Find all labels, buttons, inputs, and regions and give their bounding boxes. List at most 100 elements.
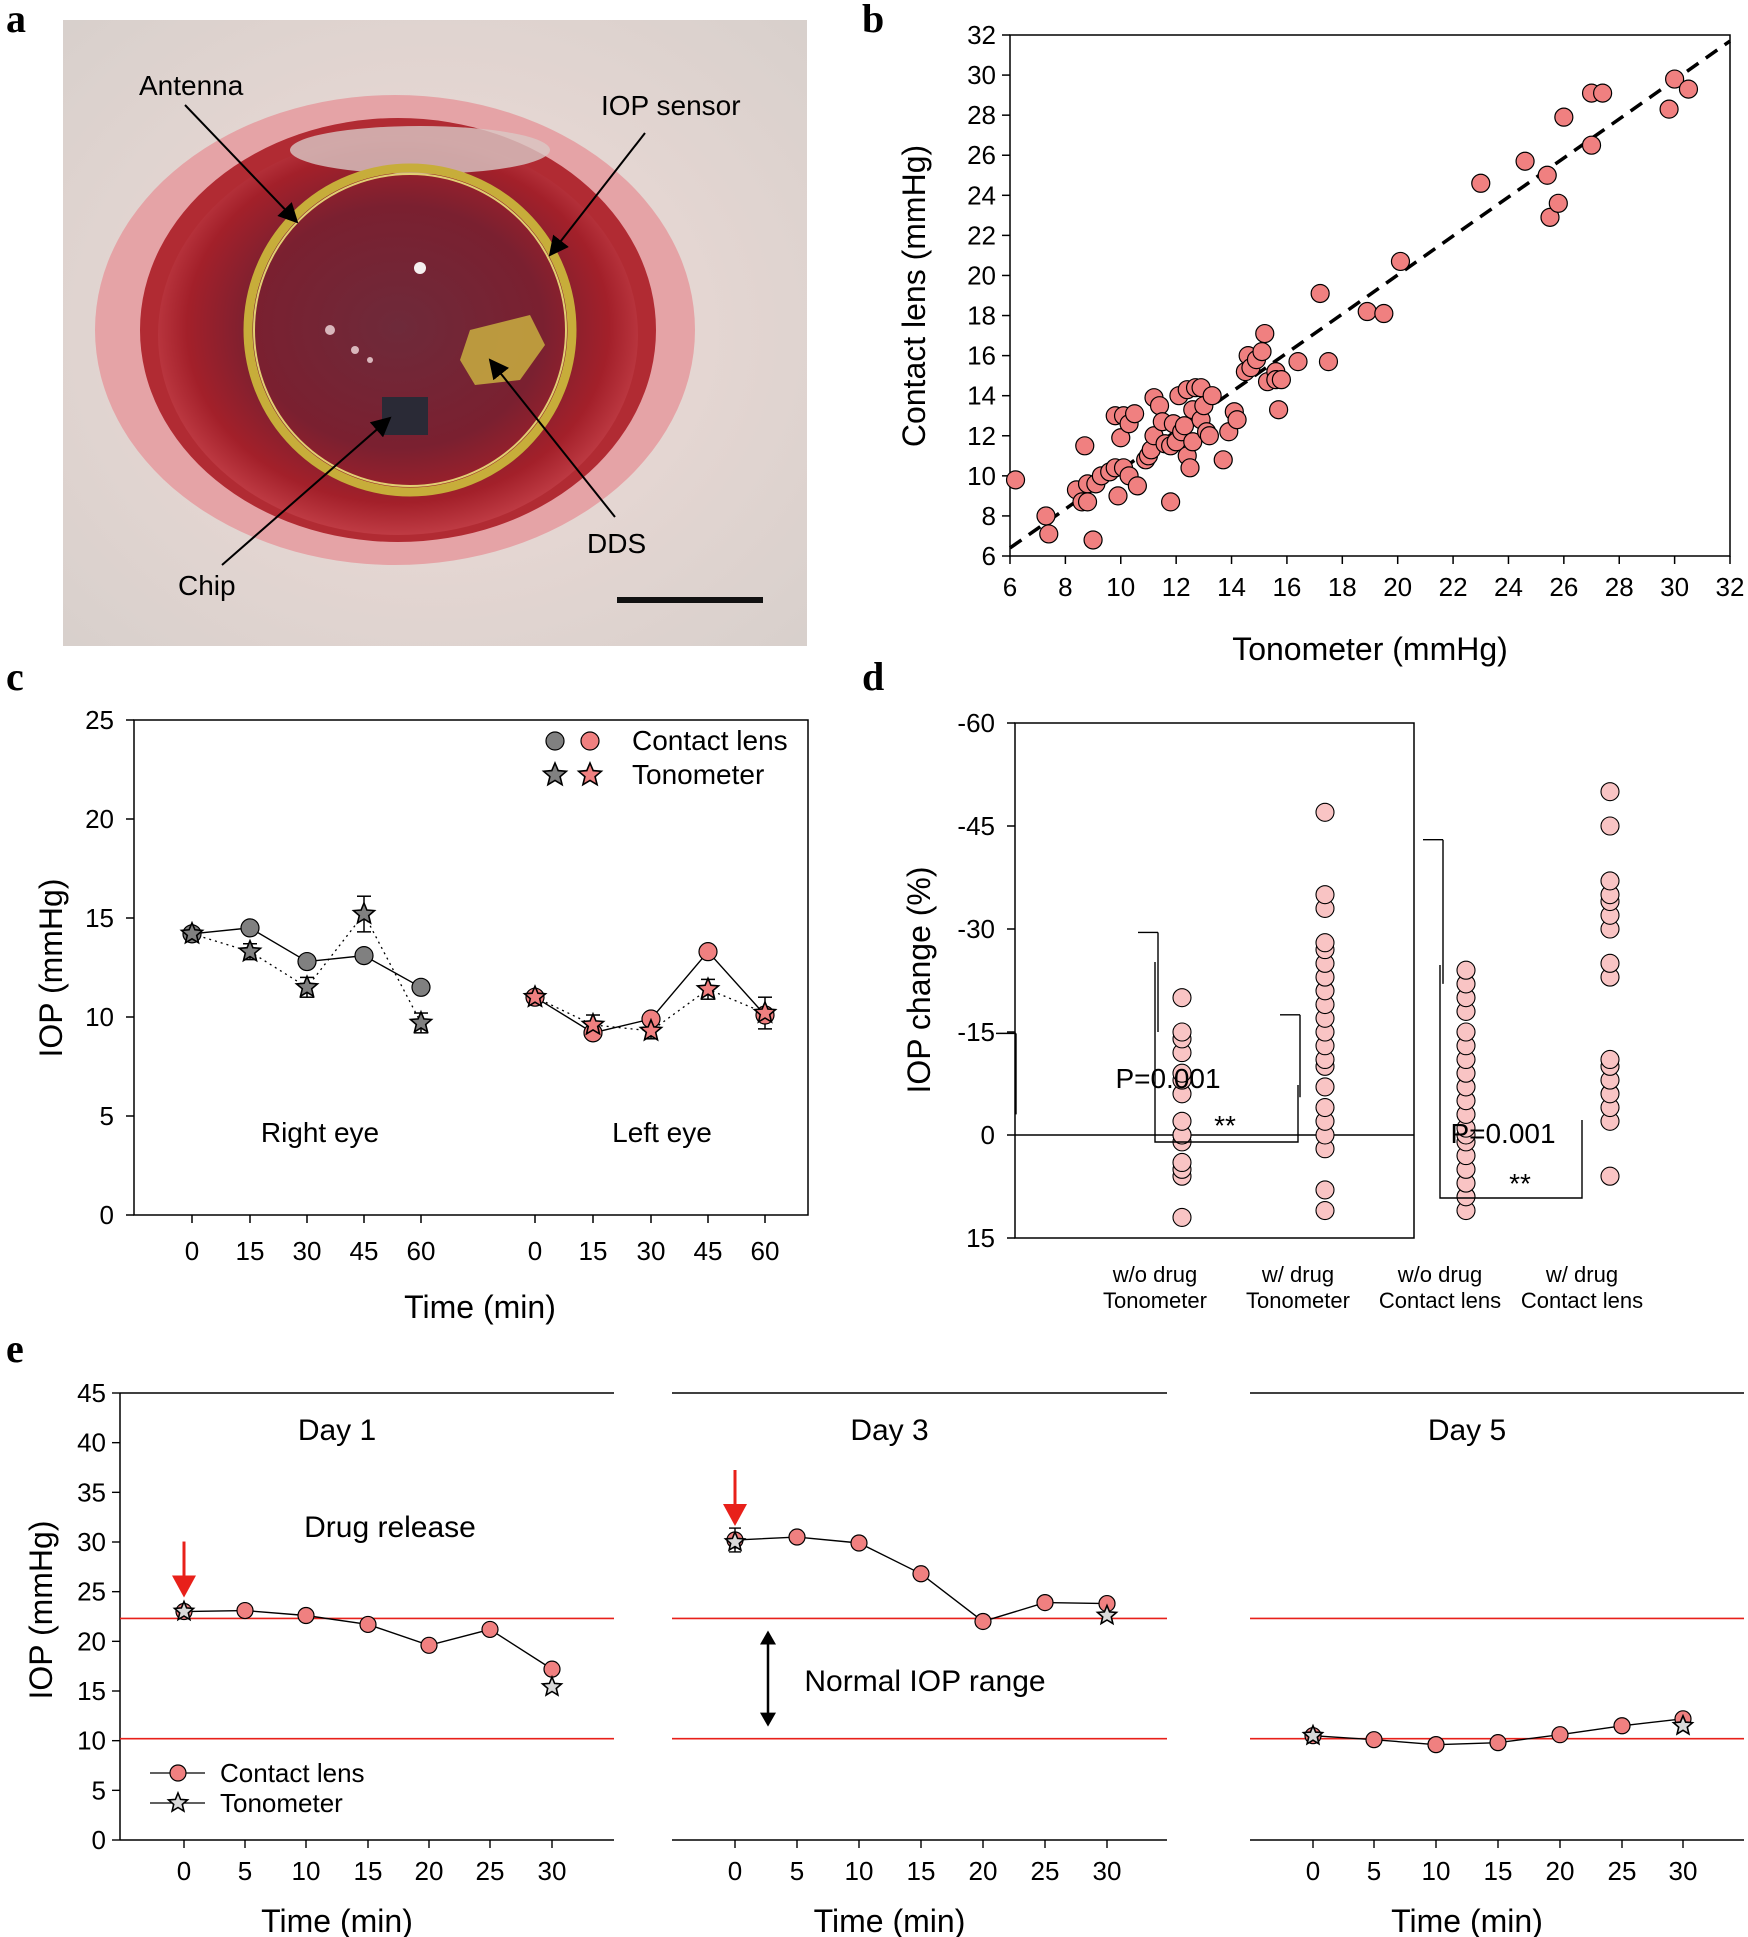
category-label-line1: w/o drug bbox=[1112, 1262, 1197, 1287]
x-tick-label-b: 16 bbox=[1272, 572, 1301, 602]
y-tick-label-b: 8 bbox=[982, 501, 996, 531]
x-tick-label-e: 30 bbox=[538, 1856, 567, 1886]
x-tick-label-e: 5 bbox=[790, 1856, 804, 1886]
y-tick-label-e: 35 bbox=[77, 1477, 106, 1507]
bracket-2 bbox=[1439, 965, 1583, 1199]
scatter-point bbox=[1149, 396, 1170, 416]
x-tick-label-c: 45 bbox=[694, 1236, 723, 1266]
contact-lens-point-e bbox=[481, 1620, 499, 1639]
legend-c: Contact lens Tonometer bbox=[541, 725, 788, 790]
y-axis-title-c: IOP (mmHg) bbox=[33, 879, 69, 1058]
scatter-point bbox=[1318, 352, 1339, 372]
legend-marker-gray-circle bbox=[545, 731, 565, 751]
axis-ticks-c: 0 5 10 15 20 25 0 15 30 45 60 0 15 30 45 60 bbox=[85, 705, 779, 1266]
y-tick-label-e: 10 bbox=[77, 1726, 106, 1756]
plot-frame-b bbox=[1009, 34, 1731, 557]
panel-label-e: e bbox=[6, 1326, 24, 1371]
scatter-point bbox=[1108, 486, 1128, 506]
data-point bbox=[1315, 1200, 1335, 1221]
scatter-point bbox=[1659, 99, 1679, 119]
x-tick-label-e: 10 bbox=[1422, 1856, 1451, 1886]
p-value-2: P=0.001 bbox=[1450, 1118, 1555, 1149]
tonometer-point bbox=[237, 938, 263, 963]
legend-star-pink bbox=[576, 760, 604, 787]
y-tick-label-d: -30 bbox=[957, 914, 995, 944]
legend-contact-lens-c: Contact lens bbox=[632, 725, 788, 756]
panel-label-b: b bbox=[862, 0, 884, 41]
x-tick-label-b: 18 bbox=[1328, 572, 1357, 602]
scatter-point bbox=[1174, 416, 1195, 436]
data-point bbox=[1172, 988, 1192, 1008]
data-point bbox=[1315, 885, 1335, 905]
tonometer-point-e bbox=[172, 1599, 196, 1622]
tonometer-point bbox=[294, 974, 320, 998]
x-axis-title-c: Time (min) bbox=[404, 1289, 556, 1325]
x-tick-label-c: 30 bbox=[637, 1236, 666, 1266]
tonometer-point bbox=[580, 1011, 606, 1036]
legend-e: Contact lens Tonometer bbox=[150, 1758, 365, 1818]
x-axis-title-e: Time (min) bbox=[814, 1903, 966, 1937]
x-tick-label-e: 0 bbox=[728, 1856, 742, 1886]
legend-star-tonometer-e bbox=[166, 1790, 190, 1813]
tonometer-point bbox=[638, 1017, 664, 1042]
legend-tonometer-e: Tonometer bbox=[220, 1788, 343, 1818]
y-tick-label-b: 16 bbox=[967, 341, 996, 371]
data-point bbox=[1315, 933, 1335, 953]
bar-chart-d: 15 0 -15 -30 -45 -60 P=0.001 ** P=0.001 ** w/… bbox=[901, 708, 1643, 1313]
x-tick-label-e: 15 bbox=[354, 1856, 383, 1886]
significance-stars-2: ** bbox=[1509, 1168, 1531, 1199]
x-tick-label-b: 10 bbox=[1106, 572, 1135, 602]
y-axis-title-e: IOP (mmHg) bbox=[23, 1521, 59, 1700]
data-point bbox=[1456, 1022, 1476, 1042]
scatter-point bbox=[1227, 410, 1247, 430]
scatter-point bbox=[1310, 283, 1330, 304]
scatter-point bbox=[1581, 135, 1602, 155]
x-tick-label-e: 20 bbox=[969, 1856, 998, 1886]
scatter-point bbox=[1199, 426, 1219, 446]
x-tick-label-e: 20 bbox=[1546, 1856, 1575, 1886]
contact-lens-point-e bbox=[1613, 1717, 1631, 1735]
data-point bbox=[1600, 1049, 1620, 1070]
plot-frame-c bbox=[133, 719, 809, 1216]
contact-lens-point-e bbox=[1427, 1736, 1445, 1754]
contact-lens-point-e bbox=[1551, 1726, 1569, 1744]
data-point bbox=[1315, 1097, 1335, 1118]
scatter-point bbox=[1288, 352, 1308, 372]
scatter-point bbox=[1271, 370, 1291, 390]
tonometer-line bbox=[534, 988, 766, 1032]
day-subplot: 0 5 10 15 20 25 30 Time (min) Day 3 bbox=[672, 1392, 1167, 1937]
group-label-right-eye: Right eye bbox=[261, 1117, 379, 1148]
panel-label-a: a bbox=[6, 0, 26, 41]
data-point bbox=[1315, 1077, 1335, 1097]
label-iop-sensor: IOP sensor bbox=[601, 90, 741, 121]
day-subplots-e: 0 5 10 15 20 25 30 Time (min) Day 1 0 5 10 15 20 25 30 T… bbox=[119, 1392, 1744, 1937]
axis-ticks-d: 15 0 -15 -30 -45 -60 bbox=[957, 708, 1414, 1253]
x-tick-label-e: 25 bbox=[476, 1856, 505, 1886]
scatter-point bbox=[1036, 506, 1056, 526]
x-tick-label-c: 0 bbox=[185, 1236, 199, 1266]
p-value-1: P=0.001 bbox=[1115, 1063, 1220, 1094]
tonometer-point-e bbox=[1301, 1723, 1325, 1746]
y-tick-label-b: 6 bbox=[982, 541, 996, 571]
x-tick-label-e: 10 bbox=[845, 1856, 874, 1886]
y-tick-label-e: 15 bbox=[77, 1676, 106, 1706]
y-tick-label-d: -45 bbox=[957, 811, 995, 841]
x-tick-label-e: 10 bbox=[292, 1856, 321, 1886]
axis-ticks-e: 0 5 10 15 20 25 30 35 40 45 bbox=[77, 1378, 120, 1855]
legend-star-marker-e bbox=[166, 1790, 190, 1813]
drug-release-arrow-head bbox=[723, 1504, 747, 1527]
contact-lens-point-e bbox=[420, 1636, 438, 1654]
arrow-iop-sensor bbox=[548, 132, 646, 257]
tonometer-point-e bbox=[1095, 1603, 1119, 1626]
x-tick-label-c: 30 bbox=[293, 1236, 322, 1266]
tonometer-point-e bbox=[723, 1529, 747, 1552]
category-label-line1: w/ drug bbox=[1545, 1262, 1618, 1287]
contact-lens-point-e bbox=[1036, 1593, 1054, 1612]
y-tick-label-b: 12 bbox=[967, 421, 996, 451]
y-tick-label-d: 15 bbox=[966, 1223, 995, 1253]
tonometer-point bbox=[752, 999, 778, 1024]
data-point bbox=[1600, 782, 1620, 802]
tonometer-point bbox=[351, 900, 377, 925]
scatter-point bbox=[1471, 173, 1491, 193]
